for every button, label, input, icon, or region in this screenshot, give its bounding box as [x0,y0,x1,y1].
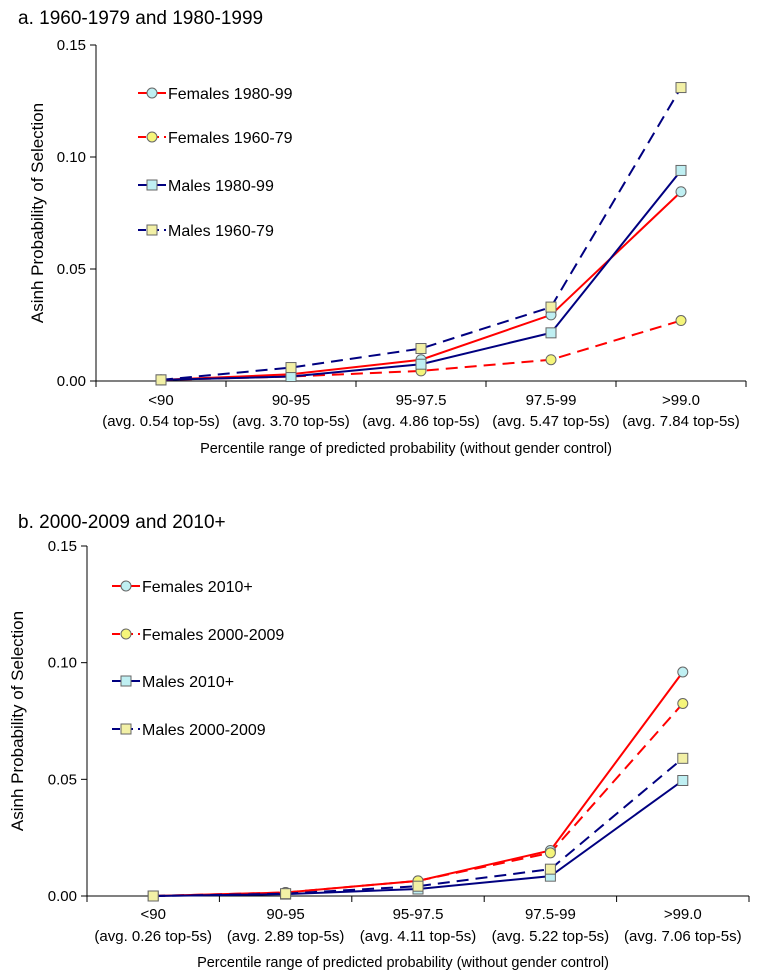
legend-item: Females 2010+ [112,579,253,596]
legend-marker [146,131,158,143]
x-tick-note: (avg. 4.86 top-5s) [362,413,480,430]
legend-label: Males 2000-2009 [142,722,266,739]
x-tick-label: <90 [140,906,165,923]
legend-item: Males 2010+ [112,674,234,691]
y-tick-label: 0.00 [48,888,77,905]
data-point [675,186,687,198]
data-point [675,164,687,176]
chart-panel-a: a. 1960-1979 and 1980-1999 Asinh Probabil… [18,8,747,457]
y-axis-label: Asinh Probability of Selection [28,103,47,323]
data-point [675,315,687,327]
y-axis-label: Asinh Probability of Selection [8,611,27,831]
chart-title: b. 2000-2009 and 2010+ [18,512,226,533]
legend-item: Males 2000-2009 [112,722,266,739]
data-point [545,354,557,366]
y-tick-label: 0.05 [57,261,86,278]
data-point [677,775,689,786]
x-tick-note: (avg. 0.54 top-5s) [102,413,220,430]
data-point [544,863,556,875]
x-tick-note: (avg. 0.26 top-5s) [94,928,212,945]
x-tick-label: 95-97.5 [393,906,444,923]
legend-marker [146,224,158,236]
x-tick-note: (avg. 5.22 top-5s) [492,928,610,945]
y-tick-label: 0.15 [48,538,77,555]
legend-marker [120,723,132,735]
y-tick-label: 0.05 [48,771,77,788]
x-tick-note: (avg. 5.47 top-5s) [492,413,610,430]
x-tick-label: 97.5-99 [525,906,576,923]
data-point [675,82,687,94]
legend-marker [120,580,132,592]
data-point [545,301,557,313]
x-tick-note: (avg. 2.89 top-5s) [227,928,345,945]
legend-label: Males 1960-79 [168,223,274,240]
chart-panel-b: b. 2000-2009 and 2010+ Asinh Probability … [8,512,750,971]
x-tick-note: (avg. 4.11 top-5s) [360,928,476,945]
legend-label: Females 2000-2009 [142,627,284,644]
x-tick-label: >99.0 [662,392,700,409]
data-point [677,752,689,764]
x-tick-note: (avg. 3.70 top-5s) [232,413,350,430]
data-point [147,890,159,902]
x-tick-label: 90-95 [266,906,304,923]
legend-item: Males 1960-79 [138,223,274,240]
legend-item: Females 2000-2009 [112,627,284,644]
legend-label: Males 2010+ [142,674,234,691]
chart-title: a. 1960-1979 and 1980-1999 [18,8,263,29]
legend-item: Females 1980-99 [138,86,293,103]
legend: Females 1980-99 Females 1960-79 Males 1980… [138,86,293,240]
x-axis-label: Percentile range of predicted probabilit… [197,955,609,971]
x-tick-label: 90-95 [272,392,310,409]
x-tick-label: >99.0 [664,906,702,923]
legend-label: Males 1980-99 [168,178,274,195]
data-point [545,327,557,339]
legend-item: Males 1980-99 [138,178,274,195]
legend-marker [120,675,132,687]
x-tick-label: 97.5-99 [526,392,577,409]
legend-marker [120,628,132,640]
series-line-0 [153,671,684,897]
y-tick-label: 0.10 [48,655,77,672]
x-tick-label: 95-97.5 [396,392,447,409]
x-tick-note: (avg. 7.06 top-5s) [624,928,742,945]
data-point [155,374,167,386]
series-line-3 [153,757,684,897]
legend-label: Females 1980-99 [168,86,293,103]
series-line-3 [160,87,682,381]
x-tick-label: <90 [148,392,173,409]
legend-item: Females 1960-79 [138,130,293,147]
data-point [415,343,427,355]
y-tick-label: 0.00 [57,373,86,390]
legend-label: Females 2010+ [142,579,253,596]
data-point [280,888,292,900]
data-point [677,698,689,709]
legend-marker [146,179,158,191]
legend-label: Females 1960-79 [168,130,293,147]
y-tick-label: 0.15 [57,37,86,54]
legend-marker [146,87,158,99]
data-point [412,880,424,892]
data-point [285,362,297,374]
data-point [677,666,689,678]
legend: Females 2010+ Females 2000-2009 Males 2010… [112,579,284,739]
series-line-1 [153,702,684,897]
y-tick-label: 0.10 [57,149,86,166]
data-point [544,847,556,859]
x-axis-label: Percentile range of predicted probabilit… [200,441,612,457]
x-tick-note: (avg. 7.84 top-5s) [622,413,740,430]
data-point [415,358,427,370]
